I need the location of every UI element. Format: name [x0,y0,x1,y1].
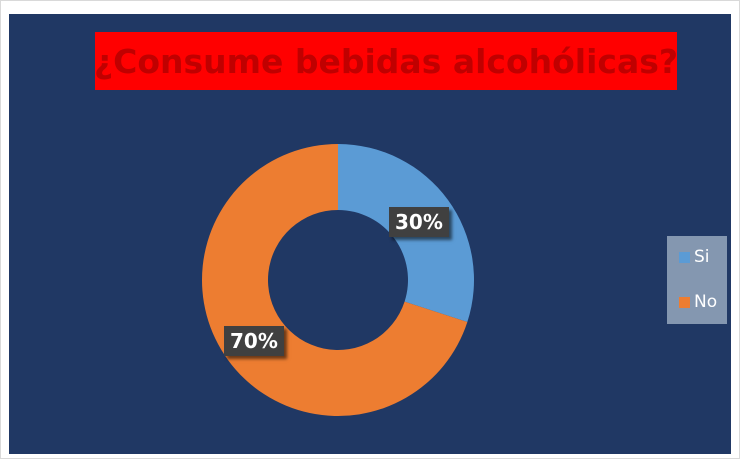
chart-area: ¿Consume bebidas alcohólicas? 30% 70% Si… [9,14,731,454]
donut-chart [202,144,475,416]
chart-title: ¿Consume bebidas alcohólicas? [93,41,679,81]
legend-swatch-si [679,251,690,263]
legend-item-no: No [679,292,717,312]
data-label-no: 70% [224,326,284,356]
legend-label-no: No [694,292,718,312]
legend-label-si: Si [694,247,710,267]
data-label-si: 30% [389,207,449,237]
legend-item-si: Si [679,247,710,267]
legend-swatch-no [679,296,690,308]
legend: Si No [667,236,727,324]
chart-title-box: ¿Consume bebidas alcohólicas? [93,32,679,90]
